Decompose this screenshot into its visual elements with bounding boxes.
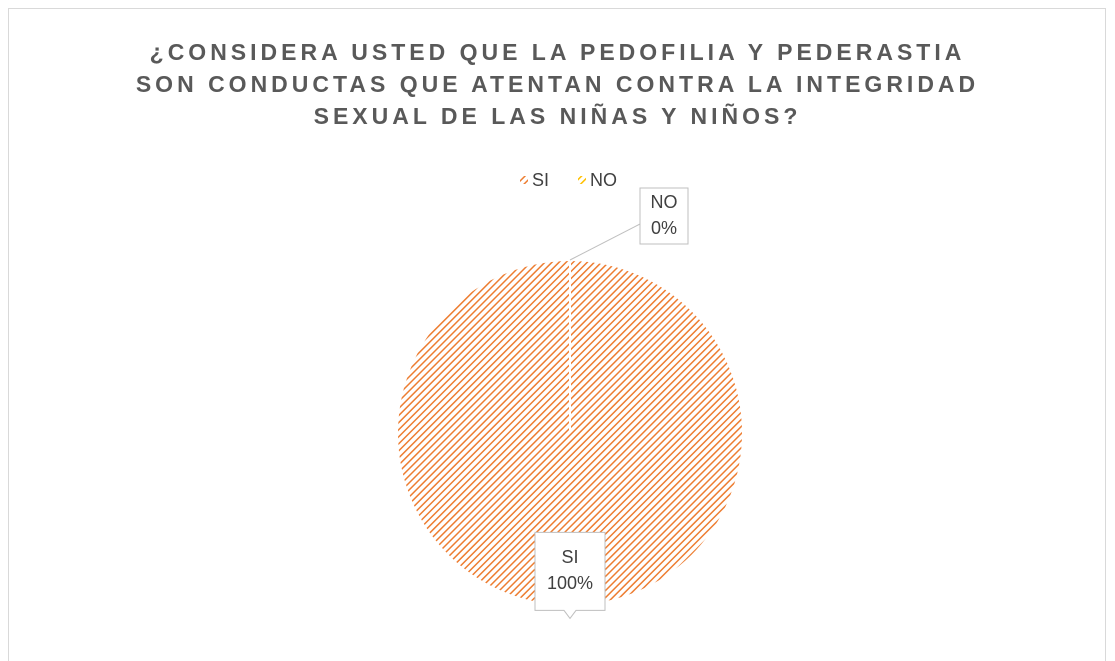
- label-box: [534, 531, 606, 620]
- legend-swatch: [520, 176, 528, 184]
- data-label: 0%: [651, 218, 677, 238]
- data-label: 100%: [547, 573, 593, 593]
- chart-title: ¿CONSIDERA USTED QUE LA PEDOFILIA Y PEDE…: [135, 39, 980, 129]
- data-label-category: SI: [561, 547, 578, 567]
- data-label-category: NO: [651, 192, 678, 212]
- chart-frame: [8, 8, 1106, 661]
- label-box: [639, 187, 689, 245]
- leader-line: [569, 223, 641, 261]
- legend-swatch: [578, 176, 586, 184]
- legend-label: NO: [590, 170, 617, 190]
- legend-label: SI: [532, 170, 549, 190]
